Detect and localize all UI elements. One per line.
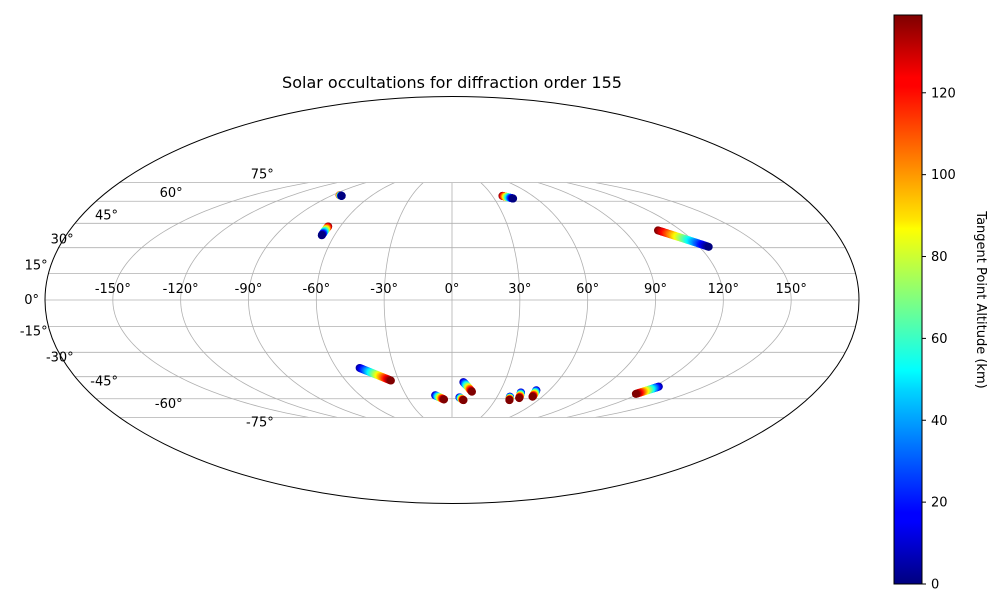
- lat-tick-label: -75°: [246, 415, 274, 430]
- colorbar-tick-label: 80: [931, 250, 948, 265]
- lon-tick-label: 30°: [508, 282, 531, 297]
- lat-tick-label: 15°: [25, 258, 48, 273]
- occultation-tracks: [317, 191, 713, 405]
- occultation-track: [653, 226, 713, 251]
- occultation-track: [335, 191, 346, 200]
- lat-tick-label: 75°: [251, 168, 274, 183]
- chart-title: Solar occultations for diffraction order…: [282, 73, 622, 92]
- grid-lon-line: [248, 182, 367, 418]
- track-point: [337, 191, 346, 200]
- map-boundary: [44, 96, 860, 504]
- colorbar-tick-label: 60: [931, 332, 948, 347]
- grid-lon-line: [112, 182, 309, 418]
- track-point: [509, 194, 518, 203]
- lat-tick-label: 60°: [160, 186, 183, 201]
- colorbar-tick-label: 20: [931, 496, 948, 511]
- occultation-track: [459, 378, 476, 396]
- occultation-track: [317, 222, 333, 240]
- colorbar-tick-label: 40: [931, 414, 948, 429]
- lon-tick-label: 120°: [708, 282, 739, 297]
- occultation-track: [631, 382, 663, 398]
- track-point: [515, 394, 524, 403]
- track-point: [386, 376, 395, 385]
- occultation-track: [455, 393, 468, 405]
- lat-tick-label: 0°: [24, 293, 39, 308]
- lon-tick-label: -120°: [163, 282, 199, 297]
- lat-tick-label: 45°: [95, 208, 118, 223]
- track-point: [440, 395, 449, 404]
- lat-tick-labels: 75° 60° 45° 30°15° 0° -15° -30° -45° -60° -75°: [20, 168, 274, 431]
- lon-tick-label: 60°: [576, 282, 599, 297]
- grid-lon-line: [537, 182, 656, 418]
- lon-tick-labels: -150° -120° -90° -60° -30° 0° 30° 60° 90° 120° 150…: [95, 282, 807, 297]
- occultation-track: [528, 386, 541, 401]
- grid-lon-line: [509, 182, 589, 418]
- occultation-track: [355, 363, 395, 385]
- graticule: [45, 182, 859, 418]
- track-point: [505, 396, 514, 405]
- lon-tick-label: 0°: [445, 282, 460, 297]
- track-point: [467, 387, 476, 396]
- grid-lon-line: [480, 182, 521, 418]
- lat-tick-label: 30°: [51, 233, 74, 248]
- track-point: [528, 392, 537, 401]
- track-point: [459, 396, 468, 405]
- lat-tick-label: -45°: [90, 375, 118, 390]
- lon-tick-label: -90°: [235, 282, 263, 297]
- grid-lon-line: [383, 182, 424, 418]
- occultation-track: [515, 388, 525, 403]
- lat-tick-label: -60°: [155, 397, 183, 412]
- colorbar-ticks: 0 20 40 60 80 100 120: [922, 86, 956, 593]
- lat-tick-label: -15°: [20, 325, 48, 340]
- colorbar-tick-label: 100: [931, 168, 956, 183]
- lat-tick-label: -30°: [46, 350, 74, 365]
- occultation-track: [505, 392, 514, 405]
- occultation-track: [498, 191, 518, 203]
- grid-lon-line: [180, 182, 338, 418]
- lon-tick-label: 150°: [776, 282, 807, 297]
- lon-tick-label: -30°: [370, 282, 398, 297]
- colorbar-label: Tangent Point Altitude (km): [973, 210, 988, 388]
- occultation-track: [431, 391, 449, 404]
- lon-tick-label: -150°: [95, 282, 131, 297]
- track-point: [317, 231, 326, 240]
- grid-lon-line: [595, 182, 792, 418]
- lon-tick-label: -60°: [302, 282, 330, 297]
- colorbar-tick-label: 120: [931, 86, 956, 101]
- track-point: [631, 389, 640, 398]
- grid-lon-line: [315, 182, 395, 418]
- lon-tick-label: 90°: [644, 282, 667, 297]
- colorbar-tick-label: 0: [931, 578, 939, 593]
- colorbar: [893, 14, 923, 585]
- track-point: [704, 242, 713, 251]
